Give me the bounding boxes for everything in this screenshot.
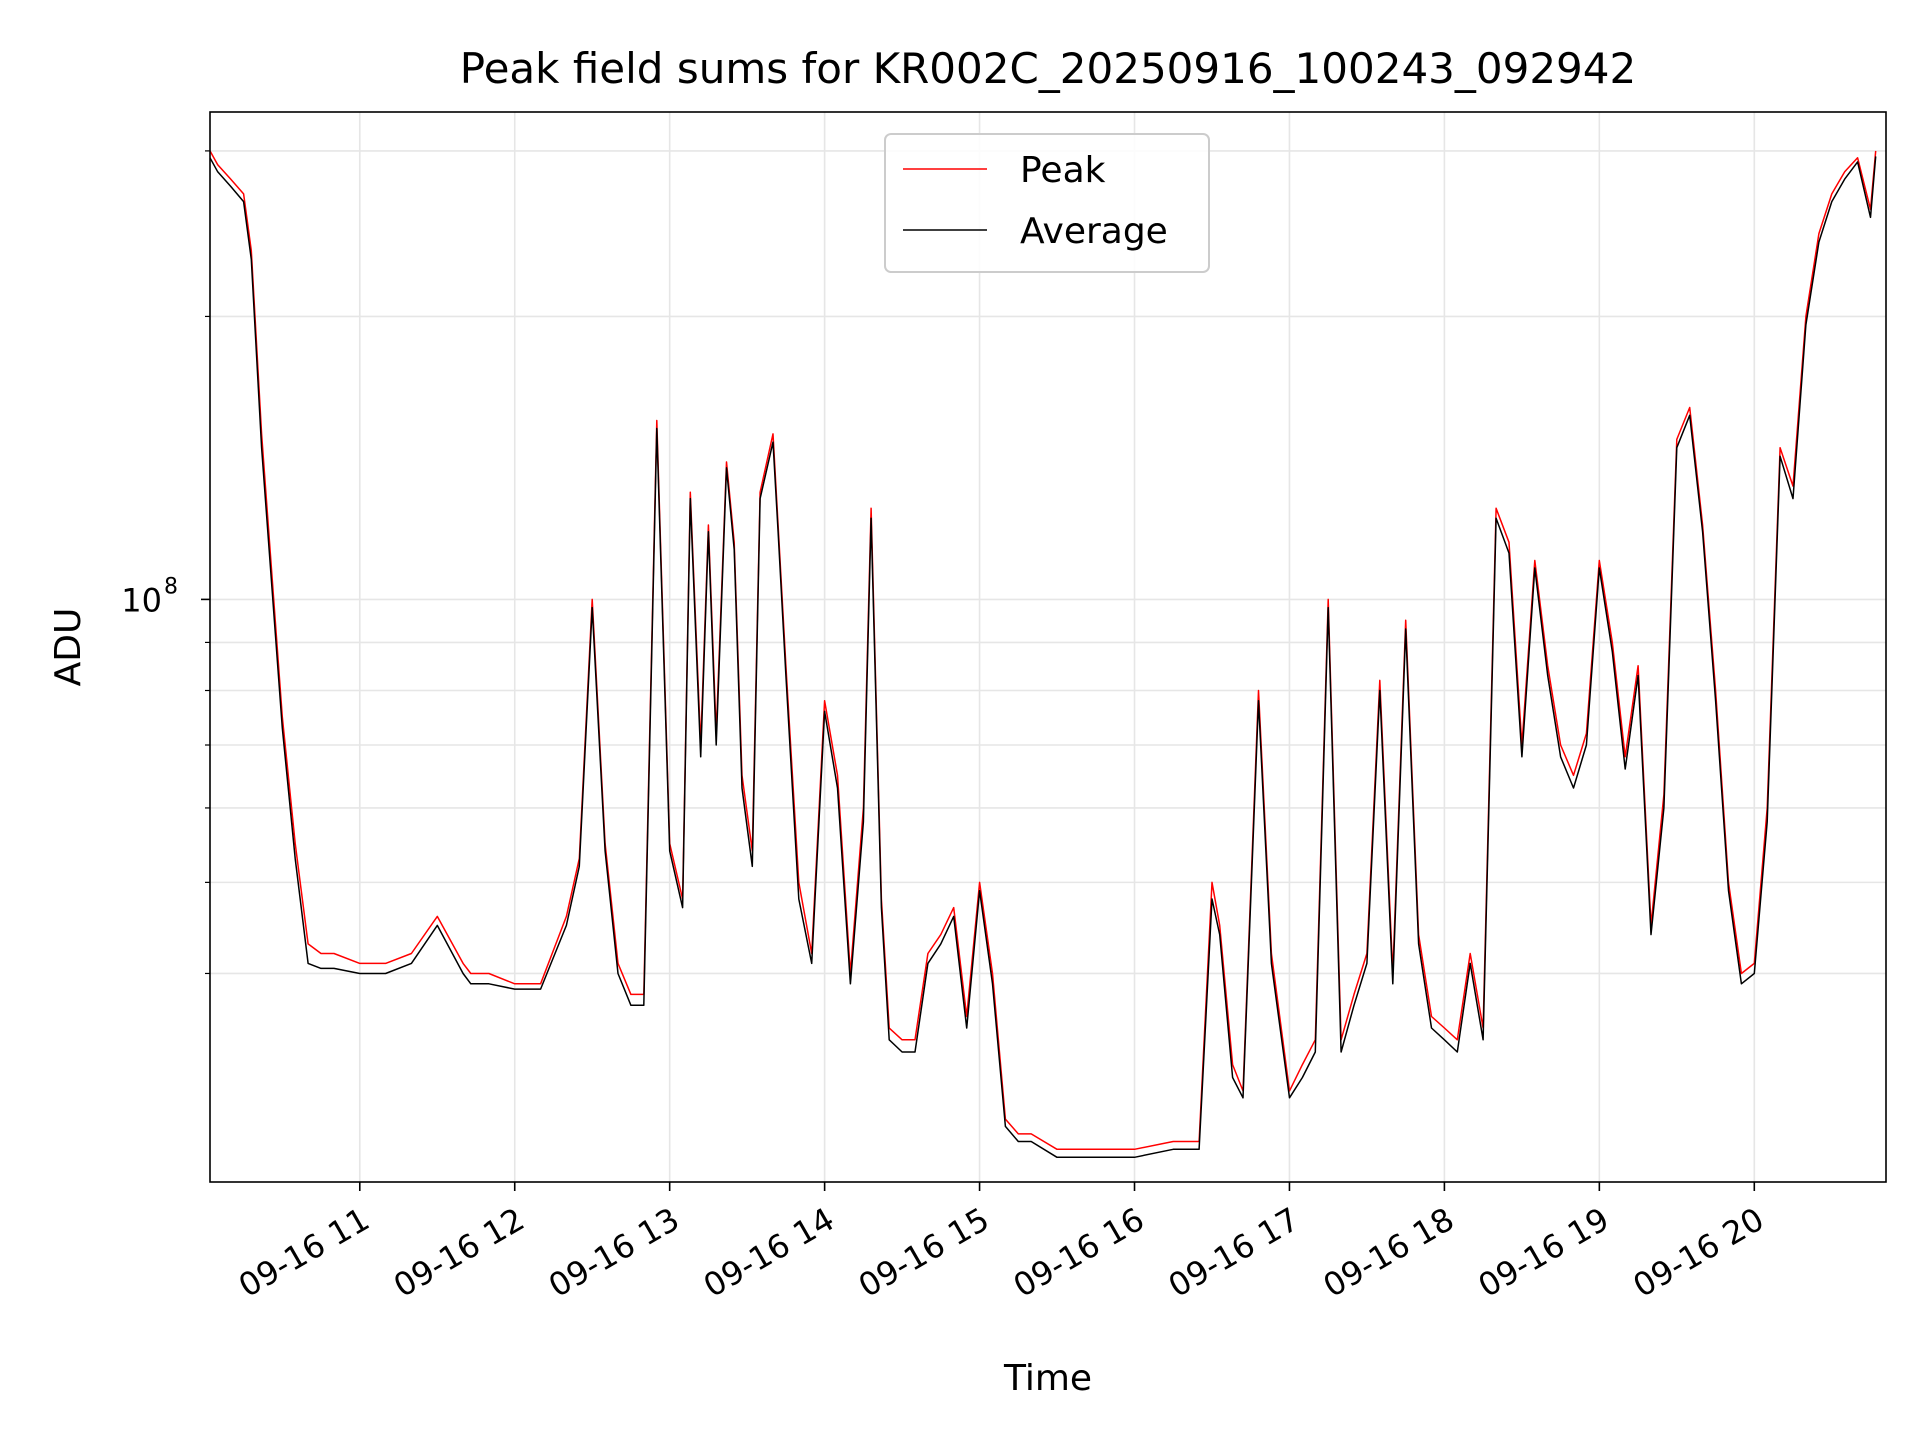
y-tick-label-exponent: 8 — [164, 574, 178, 599]
chart-title: Peak field sums for KR002C_20250916_1002… — [460, 44, 1636, 93]
plot-area — [210, 112, 1886, 1182]
series-line-average — [209, 156, 1877, 1159]
series-line-peak — [209, 150, 1877, 1151]
y-tick-label: 10 — [121, 581, 162, 619]
legend: Peak Average — [884, 133, 1210, 273]
y-axis: 10 8 — [121, 150, 210, 975]
y-axis-label: ADU — [48, 608, 89, 687]
x-axis-label: Time — [1003, 1358, 1092, 1399]
plot-frame — [209, 111, 1887, 1183]
legend-label-average: Average — [1020, 211, 1168, 252]
series-layer — [209, 150, 1877, 1159]
legend-label-peak: Peak — [1020, 150, 1106, 191]
